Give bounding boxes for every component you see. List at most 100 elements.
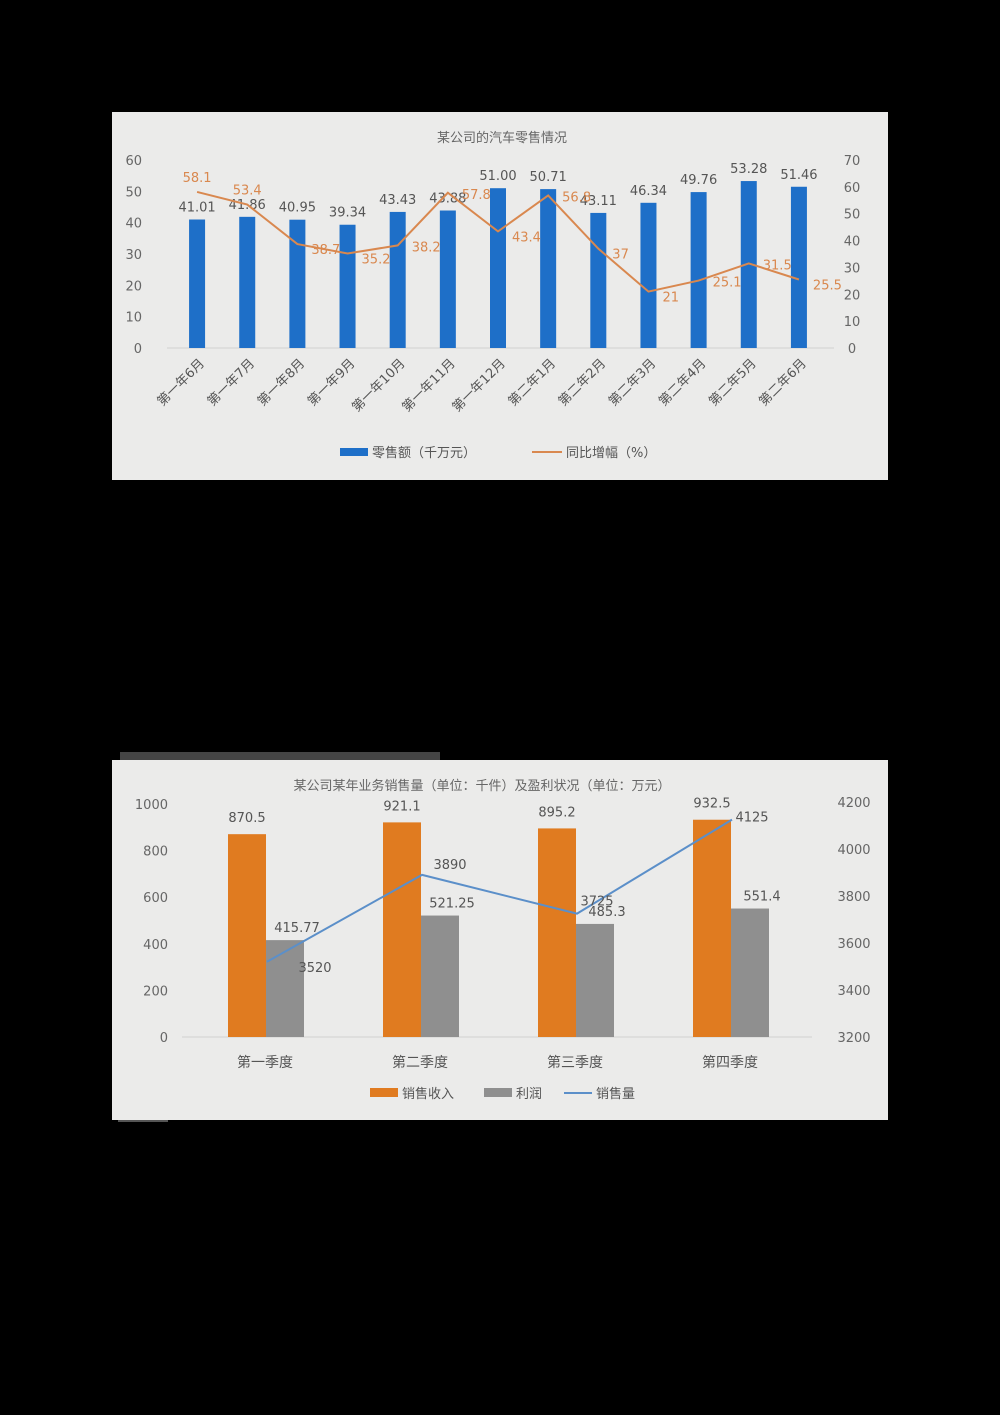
- retail-chart-panel: 某公司的汽车零售情况 0 10 20 30 40 50 60 0 10 20 30 40 50 60 70…: [112, 112, 888, 480]
- income-value-label: 870.5: [228, 811, 265, 826]
- line-value-label: 57.8: [462, 188, 491, 203]
- income-value-label: 932.5: [693, 797, 730, 812]
- left-axis: 0 10 20 30 40 50 60: [125, 154, 142, 357]
- line-value-label: 58.1: [183, 171, 212, 186]
- volume-line: [266, 818, 733, 963]
- profit-bar: [421, 915, 459, 1037]
- legend-swatch-income: [370, 1088, 398, 1097]
- x-tick-label: 第二年3月: [606, 356, 659, 409]
- right-axis: 0 10 20 30 40 50 60 70: [844, 154, 861, 357]
- retail-chart: 某公司的汽车零售情况 0 10 20 30 40 50 60 0 10 20 30 40 50 60 70…: [125, 130, 861, 461]
- y2-tick-label: 4200: [837, 796, 870, 811]
- bar: [389, 211, 406, 348]
- y2-tick-label: 60: [844, 181, 861, 196]
- y2-tick-label: 0: [848, 342, 856, 357]
- y2-tick-label: 20: [844, 288, 861, 303]
- line-value-label: 25.5: [813, 279, 842, 294]
- legend-swatch-retail: [340, 448, 368, 456]
- bar-value-label: 39.34: [329, 206, 366, 221]
- y-tick-label: 600: [143, 891, 168, 906]
- line-value-label: 25.1: [713, 276, 742, 291]
- line-value-label: 38.7: [311, 243, 340, 258]
- y-tick-label: 400: [143, 938, 168, 953]
- line-value-label: 21: [662, 291, 679, 306]
- x-axis-labels: 第一季度 第二季度 第三季度 第四季度: [237, 1054, 758, 1071]
- x-tick-label: 第二季度: [392, 1054, 448, 1071]
- bar-value-label: 50.71: [530, 170, 567, 185]
- profit-bar: [266, 940, 304, 1037]
- y2-tick-label: 3800: [837, 890, 870, 905]
- y2-tick-label: 50: [844, 208, 861, 223]
- y2-tick-label: 4000: [837, 843, 870, 858]
- bar-value-label: 40.95: [279, 201, 316, 216]
- profit-bar: [731, 908, 769, 1037]
- bar: [790, 186, 807, 348]
- volume-value-label: 3890: [433, 858, 466, 873]
- x-axis-labels: 第一年6月第一年7月第一年8月第一年9月第一年10月第一年11月第一年12月第二…: [155, 356, 810, 415]
- y-tick-label: 800: [143, 845, 168, 860]
- y-tick-label: 10: [125, 311, 142, 326]
- bar: [640, 202, 657, 348]
- income-bar: [693, 819, 731, 1037]
- legend-label-retail: 零售额（千万元）: [372, 445, 476, 461]
- x-tick-label: 第二年5月: [706, 356, 759, 409]
- y2-tick-label: 70: [844, 154, 861, 169]
- x-tick-label: 第四季度: [702, 1054, 758, 1071]
- profit-value-label: 485.3: [588, 905, 625, 920]
- y2-tick-label: 3200: [837, 1031, 870, 1046]
- bar-value-label: 49.76: [680, 173, 717, 188]
- x-tick-label: 第一年6月: [155, 356, 208, 409]
- legend-label-income: 销售收入: [402, 1086, 454, 1102]
- left-axis: 0 200 400 600 800 1000: [135, 798, 168, 1046]
- sales-chart-panel: 某公司某年业务销售量（单位：千件）及盈利状况（单位：万元） 0 200 400 600…: [112, 760, 888, 1120]
- x-tick-label: 第一年7月: [205, 356, 258, 409]
- profit-bar: [576, 923, 614, 1037]
- bar: [490, 188, 506, 348]
- legend-label-volume: 销售量: [596, 1086, 635, 1102]
- y-tick-label: 40: [125, 217, 142, 232]
- bar: [189, 219, 206, 348]
- line-value-label: 43.4: [512, 230, 541, 245]
- bar-series: 870.5 415.77 921.1 521.25 895.2 485.3 932.5 551…: [228, 797, 781, 1037]
- income-value-label: 895.2: [538, 805, 575, 820]
- bar: [540, 189, 557, 348]
- x-tick-label: 第一年9月: [305, 356, 358, 409]
- y2-tick-label: 3600: [837, 937, 870, 952]
- y2-tick-label: 40: [844, 235, 861, 250]
- profit-value-label: 551.4: [743, 890, 780, 905]
- bar-value-label: 43.43: [379, 193, 416, 208]
- line-value-label: 38.2: [412, 240, 441, 255]
- y-tick-label: 60: [125, 154, 142, 169]
- bar-value-label: 41.01: [178, 201, 215, 216]
- chart-title: 某公司的汽车零售情况: [437, 130, 567, 146]
- x-tick-label: 第一年12月: [450, 356, 509, 415]
- line-value-label: 56.8: [562, 190, 591, 205]
- line-value-label: 37: [612, 248, 629, 263]
- legend-swatch-profit: [484, 1088, 512, 1097]
- y-tick-label: 1000: [135, 798, 168, 813]
- legend: 零售额（千万元） 同比增幅（%）: [340, 445, 656, 461]
- income-bar: [538, 828, 576, 1037]
- cropped-text-strip: [120, 752, 440, 762]
- bar-value-label: 51.00: [479, 169, 516, 184]
- y-tick-label: 0: [160, 1031, 168, 1046]
- y-tick-label: 0: [134, 342, 142, 357]
- bar: [339, 224, 356, 348]
- volume-value-label: 3520: [298, 961, 331, 976]
- bar-value-label: 43.11: [580, 194, 617, 209]
- line-value-label: 35.2: [362, 252, 391, 267]
- bar: [740, 181, 757, 348]
- y-tick-label: 30: [125, 248, 142, 263]
- sales-chart: 某公司某年业务销售量（单位：千件）及盈利状况（单位：万元） 0 200 400 600…: [135, 778, 871, 1102]
- x-tick-label: 第二年2月: [556, 356, 609, 409]
- chart-title: 某公司某年业务销售量（单位：千件）及盈利状况（单位：万元）: [293, 778, 670, 794]
- x-tick-label: 第二年4月: [656, 356, 709, 409]
- bar: [690, 192, 707, 348]
- bar-value-label: 51.46: [780, 168, 817, 183]
- bar: [239, 216, 256, 348]
- growth-line: [196, 190, 800, 293]
- x-tick-label: 第一季度: [237, 1054, 293, 1071]
- x-tick-label: 第一年8月: [255, 356, 308, 409]
- legend: 销售收入 利润 销售量: [370, 1086, 635, 1102]
- bar: [289, 219, 306, 348]
